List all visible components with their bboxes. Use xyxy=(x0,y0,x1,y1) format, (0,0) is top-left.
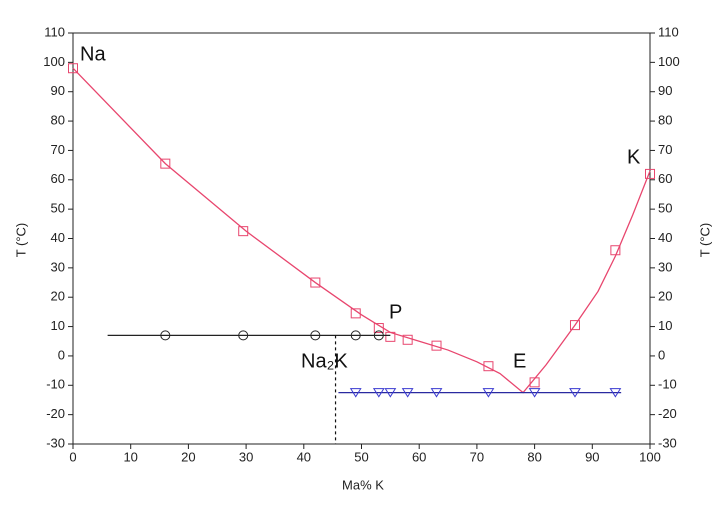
marker xyxy=(610,245,621,256)
y2-tick-label: -10 xyxy=(658,377,677,392)
y2-tick-label: 40 xyxy=(658,230,672,245)
marker xyxy=(483,361,494,372)
y-tick-label: 110 xyxy=(44,24,65,39)
marker xyxy=(528,388,541,398)
plot-frame xyxy=(72,32,651,445)
x-tick-label: 100 xyxy=(639,449,661,464)
marker xyxy=(160,330,171,341)
marker xyxy=(350,308,361,319)
x-tick-label: 30 xyxy=(239,449,253,464)
marker xyxy=(430,388,443,398)
marker xyxy=(569,320,580,331)
marker xyxy=(238,330,249,341)
marker xyxy=(310,330,321,341)
y2-tick-label: -30 xyxy=(658,435,677,450)
y-tick-label: 40 xyxy=(51,230,65,245)
marker xyxy=(349,388,362,398)
annotation: Na xyxy=(80,43,106,65)
y2-tick-label: 70 xyxy=(658,142,672,157)
x-tick-label: 40 xyxy=(297,449,311,464)
marker xyxy=(373,323,384,334)
marker xyxy=(401,388,414,398)
x-tick-label: 50 xyxy=(354,449,368,464)
line xyxy=(72,67,651,394)
y-tick-label: -20 xyxy=(46,406,65,421)
y2-tick-label: 30 xyxy=(658,259,672,274)
annotation: Na₂K xyxy=(301,350,348,372)
y-tick-label: 90 xyxy=(51,83,65,98)
marker xyxy=(402,334,413,345)
y-tick-label: 50 xyxy=(51,201,65,216)
x-tick-label: 60 xyxy=(412,449,426,464)
x-tick-label: 20 xyxy=(181,449,195,464)
y2-tick-label: -20 xyxy=(658,406,677,421)
y-tick-label: -30 xyxy=(46,435,65,450)
y-tick-label: 30 xyxy=(51,259,65,274)
marker xyxy=(609,388,622,398)
x-axis-label: Ma% K xyxy=(342,477,384,492)
y-tick-label: 0 xyxy=(58,347,65,362)
y-axis-label: T (°C) xyxy=(13,223,28,258)
annotation: E xyxy=(513,350,526,372)
marker xyxy=(350,330,361,341)
y-tick-label: 100 xyxy=(43,54,65,69)
marker xyxy=(68,63,78,74)
marker xyxy=(529,377,540,388)
y2-tick-label: 0 xyxy=(658,347,665,362)
y-tick-label: 80 xyxy=(51,113,65,128)
marker xyxy=(384,388,397,398)
marker xyxy=(238,226,249,237)
y2-tick-label: 100 xyxy=(658,54,680,69)
marker xyxy=(160,158,171,169)
annotation: K xyxy=(627,146,641,168)
y-tick-label: 60 xyxy=(51,171,65,186)
marker xyxy=(431,340,442,351)
marker xyxy=(310,277,321,288)
marker xyxy=(645,168,655,179)
x-tick-label: 0 xyxy=(69,449,76,464)
y-tick-label: 20 xyxy=(51,289,65,304)
x-tick-label: 70 xyxy=(470,449,484,464)
y-tick-label: 70 xyxy=(51,142,65,157)
y2-tick-label: 10 xyxy=(658,318,672,333)
y2-tick-label: 50 xyxy=(658,201,672,216)
y-tick-label: -10 xyxy=(46,377,65,392)
y2-axis-label: T (°C) xyxy=(697,223,712,258)
x-tick-label: 90 xyxy=(585,449,599,464)
marker xyxy=(372,388,385,398)
y2-tick-label: 80 xyxy=(658,113,672,128)
y2-tick-label: 90 xyxy=(658,83,672,98)
marker xyxy=(373,330,384,341)
y-tick-label: 10 xyxy=(51,318,65,333)
x-tick-label: 80 xyxy=(527,449,541,464)
y2-tick-label: 110 xyxy=(658,24,679,39)
y2-tick-label: 60 xyxy=(658,171,672,186)
annotation: P xyxy=(389,301,402,323)
x-tick-label: 10 xyxy=(123,449,137,464)
marker xyxy=(569,388,581,398)
marker xyxy=(385,331,396,342)
y2-tick-label: 20 xyxy=(658,289,672,304)
marker xyxy=(482,388,495,398)
